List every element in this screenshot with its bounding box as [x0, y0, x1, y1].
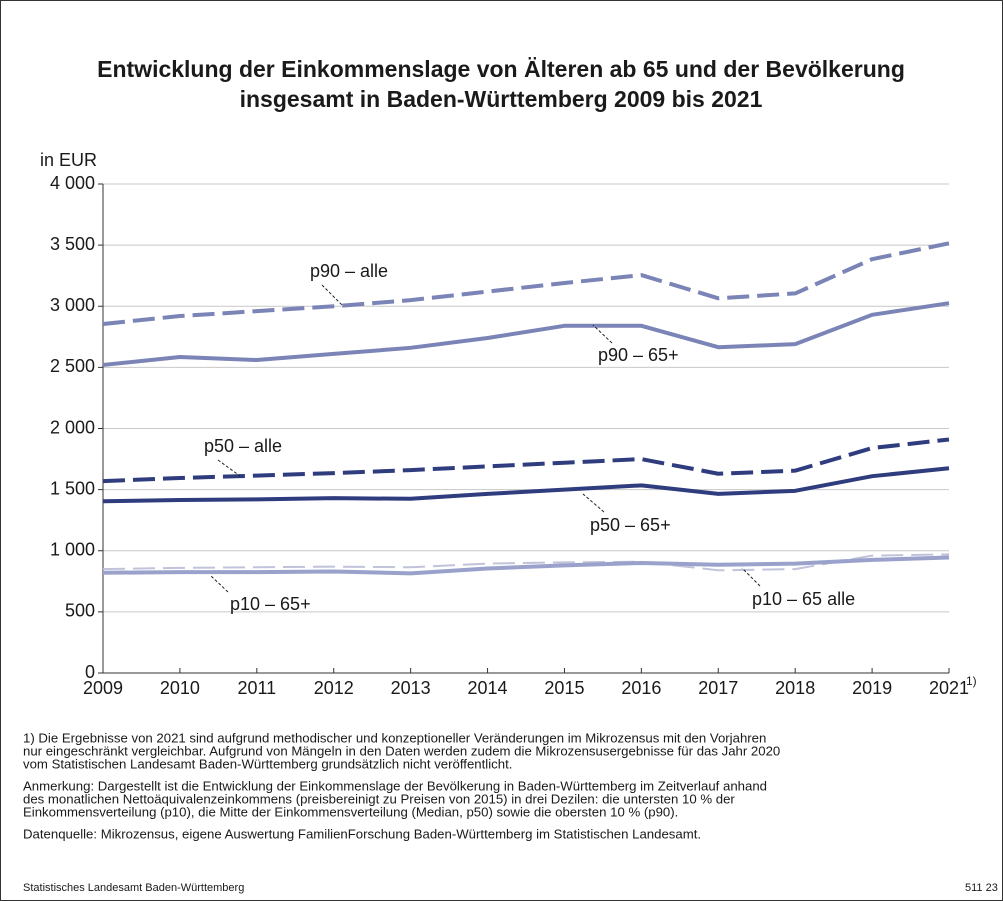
series-label: p90 – alle: [310, 261, 388, 281]
y-tick-label: 3 500: [50, 234, 95, 254]
leader-line: [209, 574, 229, 593]
series-label: p90 – 65+: [598, 345, 679, 365]
figure-id: 511 23: [965, 882, 998, 894]
series-label: p50 – 65+: [590, 515, 671, 535]
y-axis-label: in EUR: [40, 150, 97, 170]
x-tick-label: 2017: [698, 678, 738, 698]
chart-title: insgesamt in Baden-Württemberg 2009 bis …: [240, 86, 763, 112]
note: nur eingeschränkt vergleichbar. Aufgrund…: [23, 743, 780, 758]
y-tick-label: 2 000: [50, 417, 95, 437]
x-tick-label: 2016: [621, 678, 661, 698]
line-series: [102, 555, 950, 576]
note: vom Statistischen Landesamt Baden-Württe…: [23, 756, 512, 771]
x-tick-label: 2015: [544, 678, 584, 698]
y-tick-label: 1 000: [50, 540, 95, 560]
y-tick-label: 3 000: [50, 295, 95, 315]
x-tick-label: 2021: [929, 678, 969, 698]
y-tick-label: 4 000: [50, 173, 95, 193]
x-tick-label: 2014: [468, 678, 508, 698]
x-footnote: 1): [966, 674, 977, 688]
x-tick-label: 2013: [391, 678, 431, 698]
leader-line: [592, 324, 613, 344]
y-tick-label: 0: [85, 662, 95, 682]
x-tick-label: 2009: [83, 678, 123, 698]
note: Anmerkung: Dargestellt ist die Entwicklu…: [23, 778, 767, 793]
note: 1) Die Ergebnisse von 2021 sind aufgrund…: [23, 730, 766, 745]
note: Datenquelle: Mikrozensus, eigene Auswert…: [23, 826, 701, 841]
y-tick-label: 1 500: [50, 478, 95, 498]
line-series: [102, 553, 950, 572]
source: Statistisches Landesamt Baden-Württember…: [23, 882, 244, 894]
x-tick-label: 2019: [852, 678, 892, 698]
note: des monatlichen Nettoäquivalenzeinkommen…: [23, 791, 735, 806]
series-label: p50 – alle: [204, 436, 282, 456]
line-series: [102, 466, 950, 504]
line-series: [102, 437, 950, 484]
series-label: p10 – 65+: [230, 594, 311, 614]
y-tick-label: 500: [65, 601, 95, 621]
x-tick-label: 2018: [775, 678, 815, 698]
x-tick-label: 2011: [237, 678, 276, 698]
y-tick-label: 2 500: [50, 356, 95, 376]
leader-line: [741, 567, 761, 587]
series-label: p10 – 65 alle: [752, 589, 855, 609]
note: Einkommensverteilung (p10), die Mitte de…: [23, 804, 678, 819]
chart-title: Entwicklung der Einkommenslage von Älter…: [97, 56, 905, 82]
leader-line: [217, 459, 241, 477]
line-series: [102, 241, 950, 326]
x-tick-label: 2012: [314, 678, 354, 698]
x-tick-label: 2010: [160, 678, 200, 698]
line-series: [102, 301, 950, 367]
